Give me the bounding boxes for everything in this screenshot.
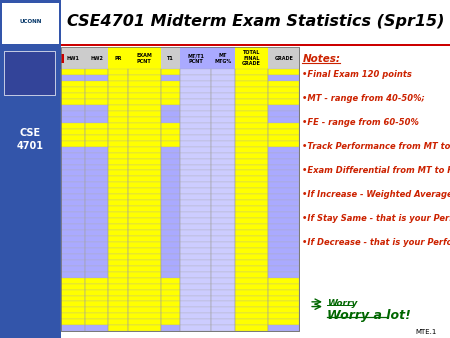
FancyBboxPatch shape (235, 69, 268, 75)
FancyBboxPatch shape (108, 141, 127, 147)
FancyBboxPatch shape (235, 313, 268, 319)
FancyBboxPatch shape (268, 290, 299, 295)
FancyBboxPatch shape (235, 284, 268, 290)
FancyBboxPatch shape (268, 212, 299, 218)
FancyBboxPatch shape (211, 319, 235, 325)
FancyBboxPatch shape (235, 224, 268, 230)
FancyBboxPatch shape (268, 111, 299, 117)
FancyBboxPatch shape (161, 200, 180, 206)
FancyBboxPatch shape (127, 141, 161, 147)
Text: •Final Exam 120 points: •Final Exam 120 points (302, 70, 411, 79)
FancyBboxPatch shape (180, 159, 211, 165)
FancyBboxPatch shape (108, 284, 127, 290)
FancyBboxPatch shape (61, 242, 85, 248)
FancyBboxPatch shape (85, 248, 108, 254)
FancyBboxPatch shape (108, 129, 127, 135)
FancyBboxPatch shape (108, 272, 127, 277)
FancyBboxPatch shape (180, 194, 211, 200)
FancyBboxPatch shape (211, 242, 235, 248)
FancyBboxPatch shape (85, 117, 108, 123)
FancyBboxPatch shape (61, 224, 85, 230)
FancyBboxPatch shape (161, 165, 180, 170)
FancyBboxPatch shape (108, 200, 127, 206)
FancyBboxPatch shape (127, 206, 161, 212)
FancyBboxPatch shape (108, 159, 127, 165)
FancyBboxPatch shape (235, 105, 268, 111)
FancyBboxPatch shape (235, 111, 268, 117)
FancyBboxPatch shape (235, 47, 268, 69)
FancyBboxPatch shape (108, 194, 127, 200)
FancyBboxPatch shape (127, 260, 161, 266)
FancyBboxPatch shape (180, 165, 211, 170)
FancyBboxPatch shape (161, 277, 180, 284)
FancyBboxPatch shape (161, 319, 180, 325)
FancyBboxPatch shape (235, 170, 268, 176)
Text: MT/T1
PCNT: MT/T1 PCNT (187, 53, 204, 64)
FancyBboxPatch shape (85, 325, 108, 331)
FancyBboxPatch shape (211, 69, 235, 75)
Text: HW2: HW2 (90, 56, 103, 61)
FancyBboxPatch shape (161, 242, 180, 248)
FancyBboxPatch shape (85, 159, 108, 165)
FancyBboxPatch shape (235, 147, 268, 153)
FancyBboxPatch shape (85, 200, 108, 206)
FancyBboxPatch shape (268, 224, 299, 230)
FancyBboxPatch shape (127, 230, 161, 236)
FancyBboxPatch shape (211, 284, 235, 290)
FancyBboxPatch shape (180, 260, 211, 266)
FancyBboxPatch shape (61, 0, 450, 41)
FancyBboxPatch shape (235, 141, 268, 147)
FancyBboxPatch shape (127, 224, 161, 230)
FancyBboxPatch shape (268, 194, 299, 200)
FancyBboxPatch shape (211, 117, 235, 123)
FancyBboxPatch shape (61, 301, 85, 308)
FancyBboxPatch shape (268, 93, 299, 99)
FancyBboxPatch shape (211, 99, 235, 105)
FancyBboxPatch shape (180, 183, 211, 188)
FancyBboxPatch shape (268, 105, 299, 111)
Text: TOTAL
FINAL
GRADE: TOTAL FINAL GRADE (242, 50, 261, 66)
FancyBboxPatch shape (268, 277, 299, 284)
FancyBboxPatch shape (61, 277, 85, 284)
FancyBboxPatch shape (61, 87, 85, 93)
FancyBboxPatch shape (85, 183, 108, 188)
FancyBboxPatch shape (85, 188, 108, 194)
FancyBboxPatch shape (108, 266, 127, 272)
FancyBboxPatch shape (85, 81, 108, 87)
FancyBboxPatch shape (61, 99, 85, 105)
FancyBboxPatch shape (235, 295, 268, 301)
FancyBboxPatch shape (85, 111, 108, 117)
FancyBboxPatch shape (161, 129, 180, 135)
FancyBboxPatch shape (0, 0, 61, 338)
FancyBboxPatch shape (235, 200, 268, 206)
FancyBboxPatch shape (180, 325, 211, 331)
FancyBboxPatch shape (85, 129, 108, 135)
FancyBboxPatch shape (108, 218, 127, 224)
FancyBboxPatch shape (235, 254, 268, 260)
FancyBboxPatch shape (161, 295, 180, 301)
FancyBboxPatch shape (85, 123, 108, 129)
FancyBboxPatch shape (127, 81, 161, 87)
FancyBboxPatch shape (180, 266, 211, 272)
FancyBboxPatch shape (235, 236, 268, 242)
FancyBboxPatch shape (127, 147, 161, 153)
FancyBboxPatch shape (108, 135, 127, 141)
FancyBboxPatch shape (61, 188, 85, 194)
FancyBboxPatch shape (180, 105, 211, 111)
FancyBboxPatch shape (161, 212, 180, 218)
FancyBboxPatch shape (268, 242, 299, 248)
FancyBboxPatch shape (108, 99, 127, 105)
Text: Worry: Worry (327, 299, 358, 308)
FancyBboxPatch shape (85, 260, 108, 266)
FancyBboxPatch shape (61, 44, 450, 46)
FancyBboxPatch shape (161, 159, 180, 165)
FancyBboxPatch shape (85, 99, 108, 105)
FancyBboxPatch shape (211, 212, 235, 218)
FancyBboxPatch shape (108, 47, 127, 69)
FancyBboxPatch shape (180, 135, 211, 141)
FancyBboxPatch shape (127, 313, 161, 319)
FancyBboxPatch shape (268, 153, 299, 159)
FancyBboxPatch shape (180, 111, 211, 117)
FancyBboxPatch shape (268, 308, 299, 313)
